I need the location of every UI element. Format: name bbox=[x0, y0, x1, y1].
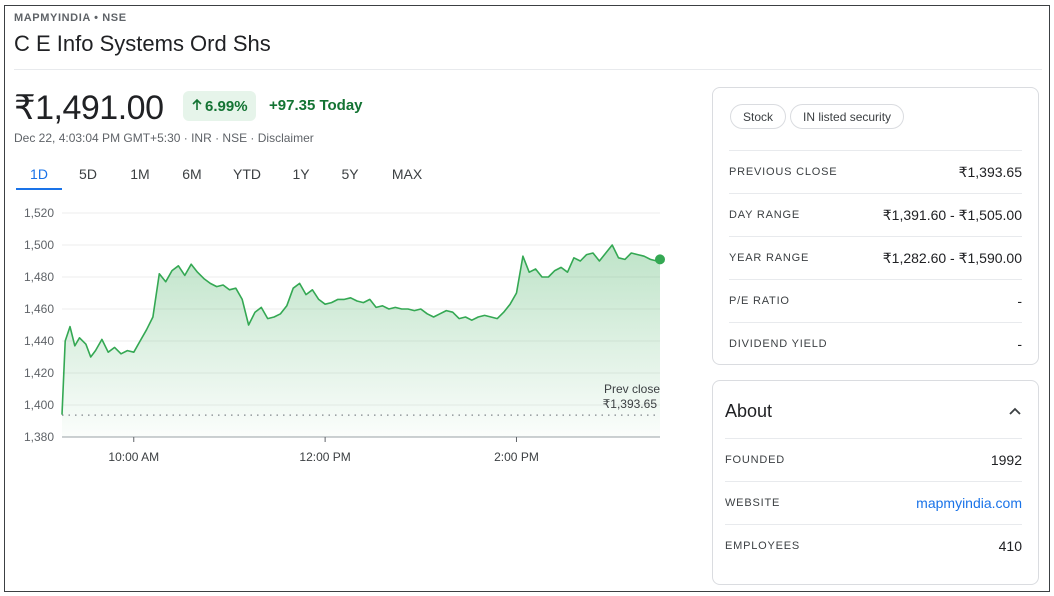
change-percent: 6.99% bbox=[205, 97, 248, 115]
change-absolute: +97.35 Today bbox=[269, 97, 363, 114]
price-chart[interactable]: 1,520 1,500 1,480 1,460 1,440 1,420 1,400 1,380… bbox=[0, 196, 700, 476]
tab-1d[interactable]: 1D bbox=[16, 162, 62, 190]
company-name: C E Info Systems Ord Shs bbox=[14, 31, 271, 56]
chip-stock[interactable]: Stock bbox=[730, 104, 787, 129]
stat-value: ₹1,391.60 - ₹1,505.00 bbox=[882, 206, 1022, 223]
quote-meta-text[interactable]: Dec 22, 4:03:04 PM GMT+5:30 · INR · NSE … bbox=[14, 131, 314, 145]
y-tick-label: 1,440 bbox=[24, 334, 54, 348]
stat-value: ₹1,282.60 - ₹1,590.00 bbox=[882, 249, 1022, 266]
stat-label: DAY RANGE bbox=[729, 209, 800, 221]
stat-label: P/E RATIO bbox=[729, 295, 790, 307]
header-divider bbox=[14, 69, 1042, 70]
y-tick-label: 1,460 bbox=[24, 302, 54, 316]
x-tick-label: 10:00 AM bbox=[108, 450, 159, 464]
about-label: WEBSITE bbox=[725, 497, 781, 509]
y-tick-label: 1,420 bbox=[24, 366, 54, 380]
y-tick-label: 1,520 bbox=[24, 206, 54, 220]
tab-ytd[interactable]: YTD bbox=[233, 166, 261, 182]
quote-meta: Dec 22, 4:03:04 PM GMT+5:30 · INR · NSE … bbox=[14, 131, 314, 145]
change-period: Today bbox=[319, 97, 363, 114]
stat-label: YEAR RANGE bbox=[729, 252, 810, 264]
price-line bbox=[61, 244, 661, 415]
chevron-up-icon[interactable] bbox=[1008, 404, 1022, 418]
x-tick-label: 12:00 PM bbox=[299, 450, 350, 464]
change-percent-badge: 6.99% bbox=[183, 91, 256, 121]
about-label: EMPLOYEES bbox=[725, 540, 801, 552]
tab-1m[interactable]: 1M bbox=[130, 166, 150, 182]
x-tick-label: 2:00 PM bbox=[494, 450, 539, 464]
stat-row-pe-ratio: P/E RATIO - bbox=[729, 279, 1022, 322]
about-header[interactable]: About bbox=[725, 397, 1022, 425]
price-area bbox=[62, 245, 660, 437]
y-tick-label: 1,500 bbox=[24, 238, 54, 252]
exchange-ticker: MAPMYINDIA • NSE bbox=[14, 12, 127, 24]
about-label: FOUNDED bbox=[725, 454, 785, 466]
chip-listed-security[interactable]: IN listed security bbox=[790, 104, 905, 129]
tab-5y[interactable]: 5Y bbox=[341, 166, 359, 182]
tab-5d[interactable]: 5D bbox=[79, 166, 97, 182]
about-row-employees: EMPLOYEES 410 bbox=[725, 524, 1022, 567]
website-link[interactable]: mapmyindia.com bbox=[916, 495, 1022, 511]
y-tick-label: 1,400 bbox=[24, 398, 54, 412]
stat-row-year-range: YEAR RANGE ₹1,282.60 - ₹1,590.00 bbox=[729, 236, 1022, 279]
stat-value: - bbox=[1017, 336, 1022, 352]
prev-close-value: ₹1,393.65 bbox=[603, 397, 658, 411]
range-tabs: 1D 5D 1M 6M YTD 1Y 5Y MAX bbox=[16, 162, 440, 190]
stat-value: - bbox=[1017, 293, 1022, 309]
stat-row-previous-close: PREVIOUS CLOSE ₹1,393.65 bbox=[729, 150, 1022, 193]
last-price-dot bbox=[655, 254, 665, 265]
stats-card: Stock IN listed security PREVIOUS CLOSE … bbox=[712, 87, 1039, 365]
y-tick-label: 1,380 bbox=[24, 430, 54, 444]
current-price: ₹1,491.00 bbox=[14, 89, 164, 127]
tab-1y[interactable]: 1Y bbox=[292, 166, 310, 182]
tab-max[interactable]: MAX bbox=[391, 166, 423, 182]
stat-label: PREVIOUS CLOSE bbox=[729, 166, 838, 178]
stat-label: DIVIDEND YIELD bbox=[729, 338, 828, 350]
stat-row-day-range: DAY RANGE ₹1,391.60 - ₹1,505.00 bbox=[729, 193, 1022, 236]
prev-close-label: Prev close bbox=[604, 382, 660, 396]
about-value: 410 bbox=[998, 538, 1022, 554]
about-title: About bbox=[725, 400, 773, 421]
arrow-up-icon bbox=[191, 98, 203, 114]
security-chips: Stock IN listed security bbox=[730, 104, 905, 129]
y-tick-label: 1,480 bbox=[24, 270, 54, 284]
about-row-website: WEBSITE mapmyindia.com bbox=[725, 481, 1022, 524]
about-card: About FOUNDED 1992 WEBSITE mapmyindia.co… bbox=[712, 380, 1039, 585]
tab-6m[interactable]: 6M bbox=[182, 166, 202, 182]
stat-row-dividend-yield: DIVIDEND YIELD - bbox=[729, 322, 1022, 365]
stat-value: ₹1,393.65 bbox=[958, 163, 1022, 180]
change-absolute-value: +97.35 bbox=[269, 97, 316, 114]
about-value: 1992 bbox=[990, 452, 1022, 468]
page-frame bbox=[4, 5, 1050, 592]
about-row-founded: FOUNDED 1992 bbox=[725, 438, 1022, 481]
